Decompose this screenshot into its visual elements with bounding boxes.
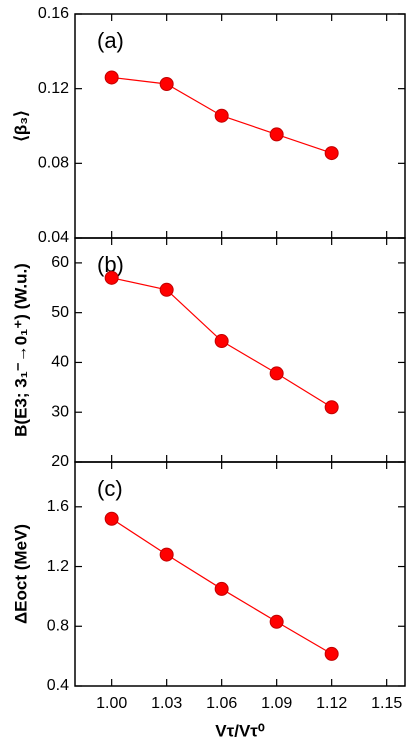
data-point	[214, 581, 229, 596]
y-tick-label: 30	[51, 403, 69, 420]
y-tick-label: 0.16	[38, 5, 69, 22]
y-tick-label: 50	[51, 304, 69, 321]
data-point	[159, 547, 174, 562]
data-point	[214, 108, 229, 123]
data-point	[269, 127, 284, 142]
plot-frame	[74, 461, 406, 687]
y-tick-label: 60	[51, 254, 69, 271]
data-point	[104, 511, 119, 526]
y-tick-label: 0.8	[47, 617, 69, 634]
data-point	[104, 70, 119, 85]
y-axis-label: ΔEoct (MeV)	[11, 524, 30, 624]
data-point	[269, 366, 284, 381]
data-point	[324, 146, 339, 161]
y-tick-label: 0.12	[38, 80, 69, 97]
y-tick-label: 0.08	[38, 155, 69, 172]
y-tick-label: 1.2	[47, 558, 69, 575]
panel-label: (c)	[97, 476, 123, 501]
y-tick-label: 1.6	[47, 498, 69, 515]
data-point	[214, 334, 229, 349]
x-tick-label: 1.03	[151, 695, 182, 712]
y-tick-label: 20	[51, 453, 69, 470]
data-point	[159, 77, 174, 91]
data-point	[324, 646, 339, 661]
data-point	[104, 270, 119, 285]
y-tick-label: 0.4	[47, 677, 69, 694]
x-tick-label: 1.06	[206, 695, 237, 712]
data-point	[159, 282, 174, 297]
panel-label: (a)	[97, 28, 124, 53]
x-tick-label: 1.00	[96, 695, 127, 712]
y-axis-label: B(E3; 3₁⁻→0₁⁺) (W.u.)	[11, 263, 30, 437]
plot-frame	[74, 13, 406, 239]
plot-frame	[74, 237, 406, 463]
data-point	[324, 400, 339, 415]
x-tick-label: 1.15	[371, 695, 402, 712]
x-tick-label: 1.12	[316, 695, 347, 712]
y-axis-label: ⟨β₃⟩	[11, 110, 30, 142]
y-tick-label: 40	[51, 354, 69, 371]
x-axis-label: Vτ/Vτ⁰	[215, 721, 265, 740]
data-point	[269, 614, 284, 629]
y-tick-label: 0.04	[38, 229, 69, 246]
x-tick-label: 1.09	[261, 695, 292, 712]
